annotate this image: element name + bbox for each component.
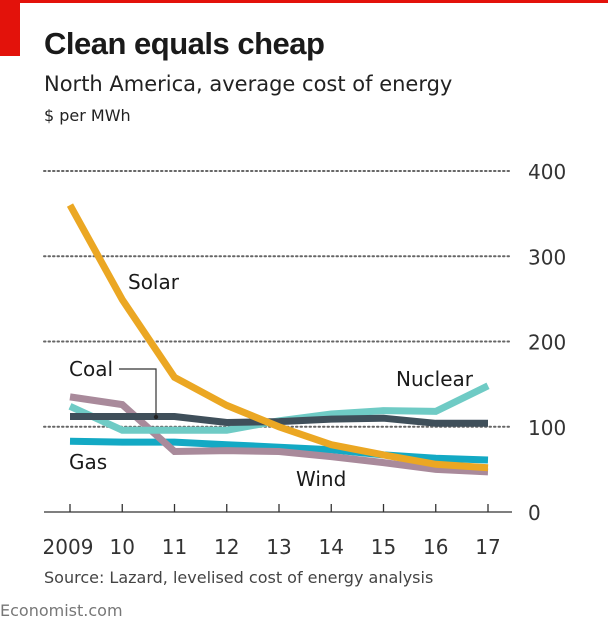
label-nuclear: Nuclear [396,367,474,391]
y-tick-label-200: 200 [528,331,566,355]
coal-leader-dot [153,414,159,420]
y-axis-ticks: 0 100 200 300 400 [528,160,566,525]
y-tick-label-400: 400 [528,160,566,184]
unit-label: $ per MWh [44,106,131,125]
brand-red-tab [0,0,20,56]
x-tick-label-2017: 17 [475,535,500,559]
y-tick-label-300: 300 [528,245,566,269]
label-wind: Wind [296,467,346,491]
x-tick-label-2016: 16 [423,535,448,559]
y-tick-label-100: 100 [528,416,566,440]
source-note: Source: Lazard, levelised cost of energy… [44,568,434,587]
x-tick-label-2012: 12 [214,535,239,559]
x-tick-label-2009: 2009 [43,535,94,559]
series-line-wind [69,393,489,476]
x-tick-label-2013: 13 [266,535,291,559]
label-coal: Coal [69,357,113,381]
x-tick-label-2014: 14 [319,535,344,559]
series-line-gas [69,437,489,464]
label-gas: Gas [69,450,107,474]
x-tick-label-2015: 15 [371,535,396,559]
x-axis: 2009 10 11 12 13 14 15 16 17 [43,504,512,559]
label-solar: Solar [128,270,180,294]
series-labels: Solar Coal Nuclear Gas Wind [69,270,474,491]
brand-credit: Economist.com [0,601,123,620]
chart-title: Clean equals cheap [44,26,325,61]
x-tick-label-2011: 11 [162,535,187,559]
chart-subtitle: North America, average cost of energy [44,72,453,96]
series-lines [66,203,490,476]
x-tick-label-2010: 10 [110,535,135,559]
y-tick-label-0: 0 [528,501,541,525]
brand-top-rule [0,0,608,3]
coal-leader-line [119,368,157,416]
series-line-coal [70,413,488,427]
series-line-solar [66,203,489,472]
